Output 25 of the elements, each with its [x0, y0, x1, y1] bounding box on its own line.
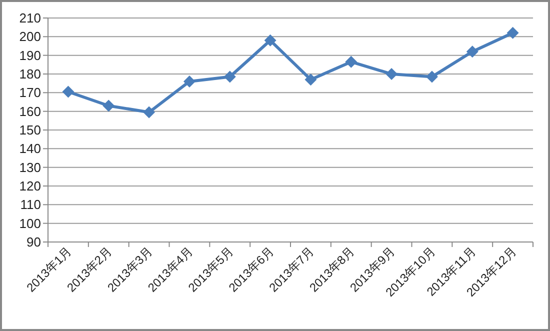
y-tick-label: 160: [19, 104, 41, 119]
y-tick-label: 140: [19, 141, 41, 156]
point: [386, 68, 398, 80]
point: [426, 70, 438, 83]
point: [264, 34, 276, 46]
point: [62, 86, 74, 98]
y-tick-label: 110: [20, 197, 41, 212]
point: [345, 56, 358, 68]
point: [143, 106, 156, 118]
y-tick-label: 150: [19, 122, 41, 138]
y-tick-label: 170: [19, 85, 41, 100]
y-tick-label: 200: [19, 29, 41, 44]
point: [466, 46, 478, 58]
y-tick-label: 190: [19, 48, 41, 63]
point: [304, 74, 317, 86]
point: [102, 100, 115, 112]
y-tick-label: 100: [19, 216, 41, 231]
y-tick-label: 120: [19, 178, 41, 194]
point: [224, 70, 236, 83]
y-tick-label: 90: [26, 234, 41, 250]
point: [183, 75, 196, 88]
y-tick-label: 180: [19, 66, 41, 82]
y-tick-label: 210: [19, 10, 41, 26]
point: [506, 26, 519, 39]
y-tick-label: 130: [19, 160, 41, 175]
